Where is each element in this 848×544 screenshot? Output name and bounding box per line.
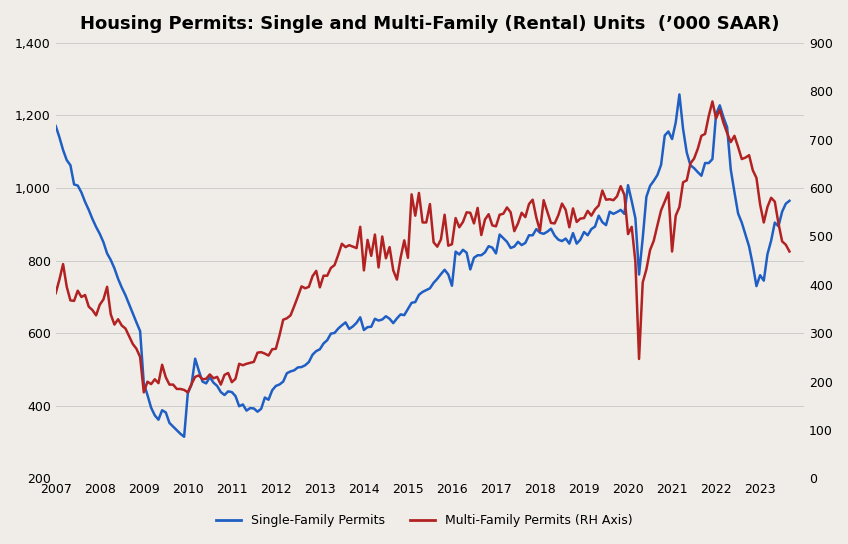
Title: Housing Permits: Single and Multi-Family (Rental) Units  (’000 SAAR): Housing Permits: Single and Multi-Family…: [81, 15, 779, 33]
Legend: Single-Family Permits, Multi-Family Permits (RH Axis): Single-Family Permits, Multi-Family Perm…: [210, 509, 638, 533]
